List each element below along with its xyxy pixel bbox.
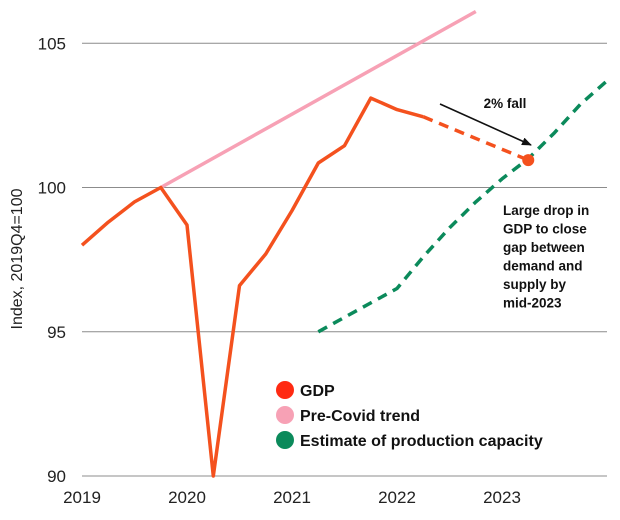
x-tick-label-2023: 2023 [483,488,521,507]
x-tick-label-2019: 2019 [63,488,101,507]
legend: GDP Pre-Covid trend Estimate of production… [276,381,543,450]
annotation-drop-line-5: supply by [503,277,567,292]
series-line-gdp [80,96,424,478]
annotation-drop-line-6: mid-2023 [503,296,562,311]
gridlines: 90 95 100 105 [38,34,607,486]
x-tick-label-2020: 2020 [168,488,206,507]
annotation-drop-line-1: Large drop in [503,203,589,218]
y-tick-label-100: 100 [38,179,66,198]
annotations: 2% fall Large drop in GDP to close gap betw… [439,96,589,311]
series-line-gdp-projection [422,115,529,162]
x-tick-label-2022: 2022 [378,488,416,507]
annotation-drop-line-4: demand and [503,259,583,274]
series-line-pre-covid-trend [159,9,477,190]
y-tick-label-95: 95 [47,323,66,342]
y-tick-label-90: 90 [47,467,66,486]
legend-marker-pre-covid-trend [276,406,294,424]
legend-marker-estimate-of-production-capacity [276,431,294,449]
legend-label-estimate-of-production-capacity: Estimate of production capacity [300,433,543,450]
y-tick-label-105: 105 [38,34,66,53]
annotation-fall-text: 2% fall [484,96,527,111]
y-axis-label: Index, 2019Q4=100 [9,188,26,329]
annotation-drop-line-2: GDP to close [503,222,587,237]
series-line-estimate-of-production-capacity [317,79,609,334]
gdp-projection-end-point [522,154,535,167]
annotation-drop-line-3: gap between [503,240,585,255]
legend-marker-gdp [276,381,294,399]
axes: 2019 2020 2021 2022 2023 [63,488,521,507]
annotation-fall-arrow [439,103,532,146]
legend-label-pre-covid-trend: Pre-Covid trend [300,408,420,425]
series [80,9,609,478]
x-tick-label-2021: 2021 [273,488,311,507]
legend-label-gdp: GDP [300,383,335,400]
